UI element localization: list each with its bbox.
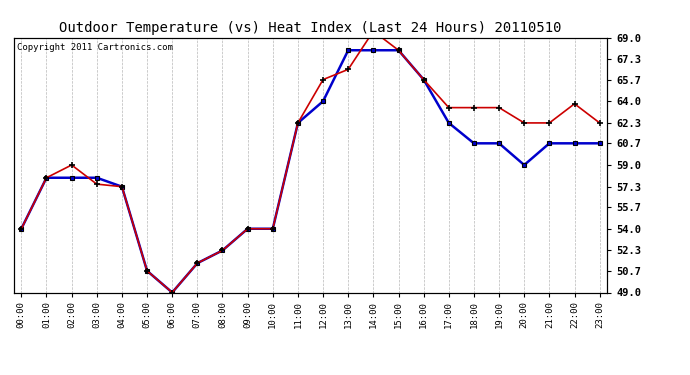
- Text: Copyright 2011 Cartronics.com: Copyright 2011 Cartronics.com: [17, 43, 172, 52]
- Title: Outdoor Temperature (vs) Heat Index (Last 24 Hours) 20110510: Outdoor Temperature (vs) Heat Index (Las…: [59, 21, 562, 35]
